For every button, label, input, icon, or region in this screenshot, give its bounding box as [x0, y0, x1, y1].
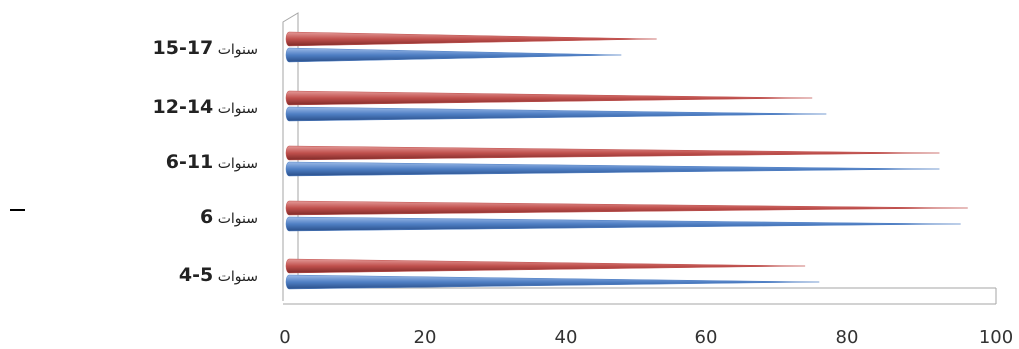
- category-label: سنوات 17-15: [152, 37, 258, 59]
- category-label-word: سنوات: [213, 156, 258, 172]
- category-label-word: سنوات: [213, 269, 258, 285]
- bar-series0-cat1: [285, 216, 961, 232]
- category-label-number: 5-4: [179, 264, 213, 286]
- x-tick-label: 0: [279, 327, 290, 348]
- category-label: سنوات 11-6: [166, 151, 258, 173]
- category-label-word: سنوات: [213, 42, 258, 58]
- category-label-number: 6: [200, 206, 213, 228]
- category-label: سنوات 5-4: [179, 264, 258, 286]
- category-label-number: 14-12: [152, 96, 213, 118]
- x-tick-labels: 0 20 40 60 80 100: [279, 327, 1013, 348]
- bar-series0-cat4: [285, 47, 622, 63]
- bars-layer: [285, 31, 968, 290]
- category-label: سنوات 6: [200, 206, 258, 228]
- category-label-number: 17-15: [152, 37, 213, 59]
- category-label-number: 11-6: [166, 151, 214, 173]
- x-tick-label: 40: [555, 327, 578, 348]
- bar-series0-cat0: [285, 274, 820, 290]
- category-label: سنوات 14-12: [152, 96, 258, 118]
- bar-series0-cat3: [285, 106, 827, 122]
- bar-series1-cat0: [285, 258, 806, 274]
- bar-series0-cat2: [285, 161, 940, 177]
- bar-series1-cat2: [285, 145, 940, 161]
- category-label-word: سنوات: [213, 101, 258, 117]
- bar-series1-cat4: [285, 31, 657, 47]
- stray-dash-mark: [10, 209, 25, 211]
- x-tick-label: 100: [979, 327, 1013, 348]
- category-label-word: سنوات: [213, 211, 258, 227]
- x-tick-label: 60: [695, 327, 718, 348]
- x-tick-label: 80: [836, 327, 859, 348]
- bar-series1-cat3: [285, 90, 813, 106]
- x-tick-label: 20: [414, 327, 437, 348]
- bar-series1-cat1: [285, 200, 968, 216]
